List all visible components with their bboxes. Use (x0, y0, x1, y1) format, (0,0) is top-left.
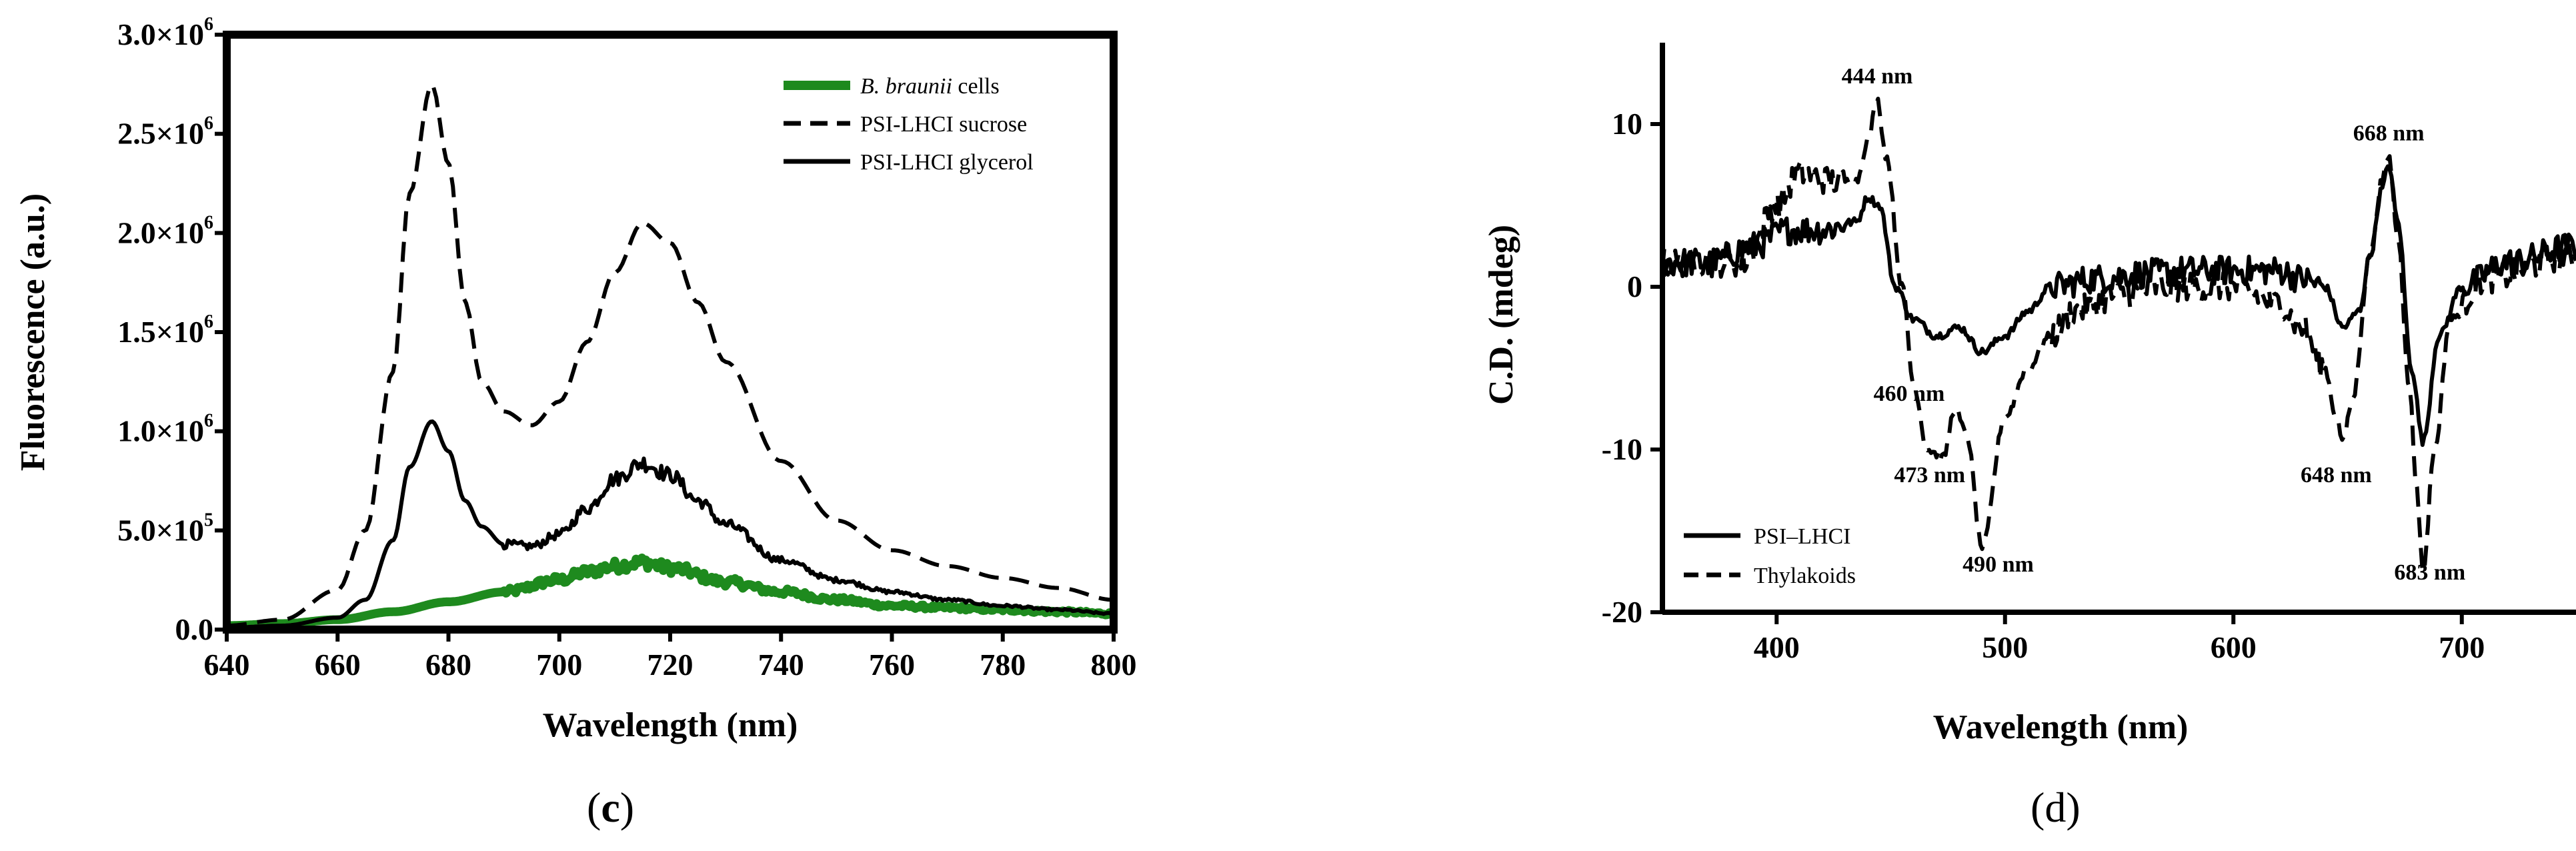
panel-d-legend: PSI–LHCI Thylakoids (1684, 524, 1856, 588)
panel-c-series-line (226, 419, 1114, 630)
peak-annotation: 473 nm (1894, 463, 1965, 488)
panel-c-series-line (226, 83, 1112, 628)
panel-c-label: (c) (587, 784, 634, 831)
x-tick-label: 780 (980, 648, 1026, 682)
panel-d-x-ticks: 400 500 600 700 (1754, 612, 2485, 664)
x-tick-label: 720 (648, 648, 694, 682)
panel-c-x-axis-label: Wavelength (nm) (543, 706, 798, 744)
x-tick-label: 640 (204, 648, 250, 682)
legend-label-glycerol: PSI-LHCI glycerol (860, 150, 1034, 175)
panel-d-x-axis-label: Wavelength (nm) (1933, 708, 2189, 746)
panel-c-plot-lines (224, 83, 1116, 630)
peak-annotation: 444 nm (1842, 64, 1913, 89)
legend-label-sucrose: PSI-LHCI sucrose (860, 112, 1027, 137)
y-tick-label: 1.0×106 (117, 411, 213, 448)
panel-d-chart: 400 500 600 700 10 0 -10 -20 444 nm 460 nm 473 n… (1482, 43, 2576, 831)
x-tick-label: 740 (758, 648, 804, 682)
legend-label-thylakoids: Thylakoids (1754, 564, 1856, 588)
peak-annotation: 490 nm (1963, 552, 2034, 577)
y-tick-label: 2.0×106 (117, 212, 213, 249)
legend-label-psi-lhci: PSI–LHCI (1754, 524, 1850, 549)
x-tick-label: 400 (1754, 630, 1800, 664)
y-tick-label: 0.0 (175, 612, 214, 646)
panel-c-y-axis-label: Fluorescence (a.u.) (14, 193, 52, 471)
y-tick-label: -10 (1602, 432, 1642, 466)
panel-d-y-axis-label: C.D. (mdeg) (1482, 225, 1520, 405)
x-tick-label: 600 (2211, 630, 2257, 664)
panel-c-y-ticks: 0.0 5.0×105 1.0×106 1.5×106 2.0×106 2.5×106 3.… (117, 14, 227, 646)
y-tick-label: 3.0×106 (117, 14, 213, 51)
peak-annotation: 668 nm (2353, 121, 2425, 145)
panel-c-x-ticks: 640 660 680 700 720 740 760 780 800 (204, 630, 1137, 682)
x-tick-label: 500 (1982, 630, 2028, 664)
panel-d-series (1660, 97, 2576, 574)
panel-d-y-ticks: 10 0 -10 -20 (1602, 107, 1662, 629)
panel-c-series-line (224, 554, 1116, 630)
y-tick-label: 10 (1612, 107, 1642, 141)
y-tick-label: -20 (1602, 595, 1642, 629)
y-tick-label: 1.5×106 (117, 311, 213, 349)
x-tick-label: 700 (2439, 630, 2485, 664)
peak-annotation: 648 nm (2301, 463, 2372, 488)
peak-annotation: 460 nm (1874, 381, 1945, 406)
y-tick-label: 0 (1627, 269, 1642, 303)
panel-d-series-line (1660, 164, 2576, 448)
panel-d-annotations: 444 nm 460 nm 473 nm 490 nm 648 nm 668 nm 683 … (1842, 64, 2466, 585)
panel-c-legend: B. braunii cells PSI-LHCI sucrose PSI-LH… (784, 74, 1034, 175)
x-tick-label: 760 (869, 648, 915, 682)
y-tick-label: 5.0×105 (117, 510, 213, 547)
x-tick-label: 700 (536, 648, 582, 682)
panel-d-label: (d) (2031, 784, 2081, 831)
x-tick-label: 680 (425, 648, 471, 682)
panel-d-axes (1660, 43, 2576, 615)
peak-annotation: 683 nm (2394, 560, 2465, 585)
x-tick-label: 660 (315, 648, 361, 682)
y-tick-label: 2.5×106 (117, 113, 213, 151)
x-tick-label: 800 (1091, 648, 1137, 682)
legend-label-braunii: B. braunii cells (860, 74, 1000, 99)
panel-c-chart: 640 660 680 700 720 740 760 780 800 0.0 5.0×105 1.… (14, 14, 1137, 831)
panel-d-series-line (1660, 97, 2576, 574)
